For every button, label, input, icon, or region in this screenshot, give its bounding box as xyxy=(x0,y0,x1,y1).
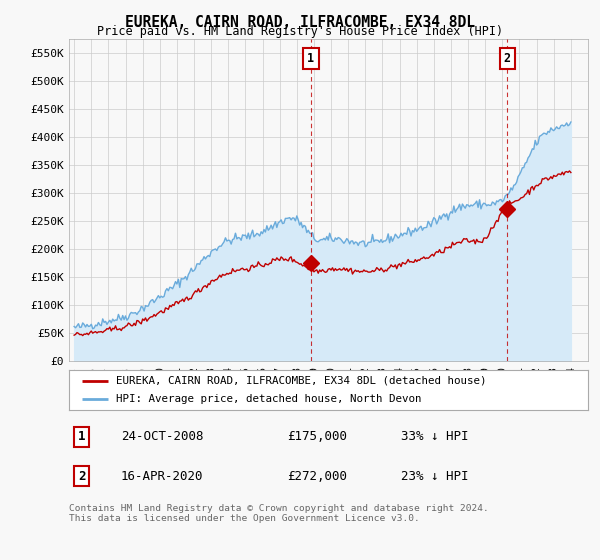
Text: £175,000: £175,000 xyxy=(287,430,347,444)
Text: 2: 2 xyxy=(78,469,86,483)
Text: 2: 2 xyxy=(504,52,511,66)
Text: 1: 1 xyxy=(78,430,86,444)
Text: 24-OCT-2008: 24-OCT-2008 xyxy=(121,430,203,444)
Text: Contains HM Land Registry data © Crown copyright and database right 2024.
This d: Contains HM Land Registry data © Crown c… xyxy=(69,504,489,524)
Text: EUREKA, CAIRN ROAD, ILFRACOMBE, EX34 8DL: EUREKA, CAIRN ROAD, ILFRACOMBE, EX34 8DL xyxy=(125,15,475,30)
Text: 1: 1 xyxy=(307,52,314,66)
Text: 23% ↓ HPI: 23% ↓ HPI xyxy=(401,469,469,483)
Text: 16-APR-2020: 16-APR-2020 xyxy=(121,469,203,483)
Text: EUREKA, CAIRN ROAD, ILFRACOMBE, EX34 8DL (detached house): EUREKA, CAIRN ROAD, ILFRACOMBE, EX34 8DL… xyxy=(116,376,486,386)
Text: HPI: Average price, detached house, North Devon: HPI: Average price, detached house, Nort… xyxy=(116,394,421,404)
Text: Price paid vs. HM Land Registry's House Price Index (HPI): Price paid vs. HM Land Registry's House … xyxy=(97,25,503,38)
Text: 33% ↓ HPI: 33% ↓ HPI xyxy=(401,430,469,444)
Text: £272,000: £272,000 xyxy=(287,469,347,483)
